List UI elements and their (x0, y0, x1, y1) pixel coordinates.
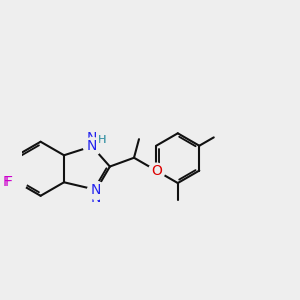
Text: H: H (98, 135, 106, 145)
Text: N: N (91, 183, 101, 197)
Text: N: N (91, 191, 101, 205)
Text: O: O (151, 164, 162, 178)
Text: N: N (87, 131, 97, 145)
Text: F: F (2, 175, 11, 189)
Text: F: F (5, 175, 13, 189)
Text: O: O (151, 164, 162, 178)
Text: H: H (98, 135, 106, 145)
Text: N: N (87, 139, 97, 153)
